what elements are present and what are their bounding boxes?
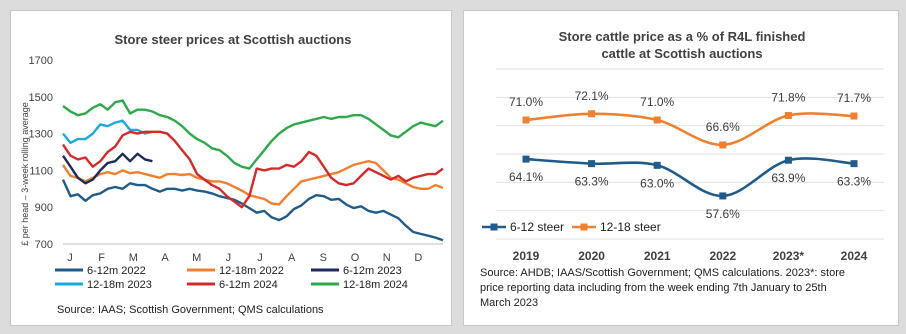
left-y-tick-label: 1700 [29,55,53,67]
right-x-tick-label: 2022 [709,249,736,263]
series-line-6-12m-2023 [62,152,153,185]
left-x-tick-label: A [288,252,296,264]
series-line-6-12m-2022 [61,179,444,242]
data-label: 63.3% [575,175,609,189]
data-label: 71.0% [640,95,674,109]
right-chart-title-line1: Store cattle price as a % of R4L finishe… [559,29,806,44]
series-line-12-18m-2022 [62,159,444,206]
data-marker [588,160,596,168]
data-label: 71.8% [771,90,805,104]
left-y-tick-label: 1300 [29,129,53,141]
left-y-tick-label: 1100 [29,165,53,177]
right-legend: 6-12 steer 12-18 steer [482,220,661,234]
left-y-tick-label: 900 [35,202,53,214]
right-x-tick-label: 2019 [513,249,540,263]
left-y-axis-label: £ per head – 3-week rolling average [20,102,30,246]
left-x-tick-label: J [226,252,232,264]
right-source-line-2: price reporting data including from the … [480,282,827,294]
left-legend-label: 6-12m 2022 [87,265,146,277]
data-label: 63.3% [837,175,871,189]
right-legend-swatch-marker [490,223,498,231]
data-label: 66.6% [706,120,740,134]
data-label: 71.0% [509,95,543,109]
right-series-lines [522,110,858,200]
data-label: 57.6% [706,207,740,221]
left-legend-label: 12-18m 2023 [87,279,152,291]
right-gridlines [496,68,884,240]
data-label: 72.1% [575,89,609,103]
data-marker [850,112,858,120]
right-x-tick-label: 2020 [578,249,605,263]
left-legend-label: 6-12m 2024 [219,279,278,291]
series-line-12-18m-2023 [62,119,153,145]
right-legend-label: 6-12 steer [510,220,564,234]
data-marker [784,156,792,164]
data-marker [522,155,530,163]
data-label: 63.0% [640,176,674,190]
right-legend-label: 12-18 steer [600,220,661,234]
left-x-tick-label: D [414,252,422,264]
series-line-6-12m-2024 [62,130,444,209]
data-marker [588,110,596,118]
data-marker [784,111,792,119]
data-marker [653,161,661,169]
left-x-tick-label: J [67,252,73,264]
left-legend-label: 6-12m 2023 [343,265,402,277]
data-label: 71.7% [837,91,871,105]
left-x-tick-label: N [383,252,391,264]
left-x-tick-label: M [129,252,138,264]
right-data-labels: 64.1% 63.3% 63.0% 57.6% 63.9% 63.3% 71.0% 72.1%… [509,89,871,221]
left-series-lines [61,99,444,242]
right-legend-swatch-marker [580,223,588,231]
data-label: 63.9% [771,171,805,185]
left-legend-label: 12-18m 2022 [219,265,284,277]
right-source-line-3: March 2023 [480,297,538,309]
right-x-tick-label: 2021 [644,249,671,263]
left-source-note: Source: IAAS; Scottish Government; QMS c… [57,304,324,316]
right-chart-title-line2: cattle at Scottish auctions [601,46,762,61]
right-x-tick-label: 2024 [841,249,868,263]
right-x-tick-label: 2023* [773,249,805,263]
left-y-tick-label: 1500 [29,92,53,104]
right-x-ticks: 2019 2020 2021 2022 2023* 2024 [513,249,868,263]
data-marker [522,116,530,124]
left-x-tick-label: A [161,252,169,264]
left-x-tick-label: S [320,252,327,264]
series-line-12-18m-2024 [62,99,444,170]
left-x-tick-label: J [257,252,263,264]
series-line-6-12-steer [525,157,855,198]
data-label: 64.1% [509,170,543,184]
data-marker [719,141,727,149]
right-chart-panel: Store cattle price as a % of R4L finishe… [463,10,899,326]
data-marker [653,116,661,124]
left-y-tick-label: 700 [35,239,53,251]
store-cattle-percent-chart: Store cattle price as a % of R4L finishe… [480,29,884,309]
data-marker [719,192,727,200]
right-source-line-1: Source: AHDB; IAAS/Scottish Government; … [480,267,845,279]
left-chart-title: Store steer prices at Scottish auctions [115,32,352,47]
series-line-12-18-steer [525,112,855,147]
left-x-tick-label: F [98,252,105,264]
steer-price-chart: Store steer prices at Scottish auctions … [20,32,444,316]
left-legend-label: 12-18m 2024 [343,279,408,291]
left-legend: 6-12m 2022 12-18m 2022 6-12m 2023 12-18m 20… [55,265,408,291]
data-marker [850,160,858,168]
left-x-tick-label: O [351,252,360,264]
left-chart-panel: Store steer prices at Scottish auctions … [10,10,452,326]
left-y-ticks: 700 900 1100 1300 1500 1700 [29,55,53,251]
left-x-tick-label: M [192,252,201,264]
